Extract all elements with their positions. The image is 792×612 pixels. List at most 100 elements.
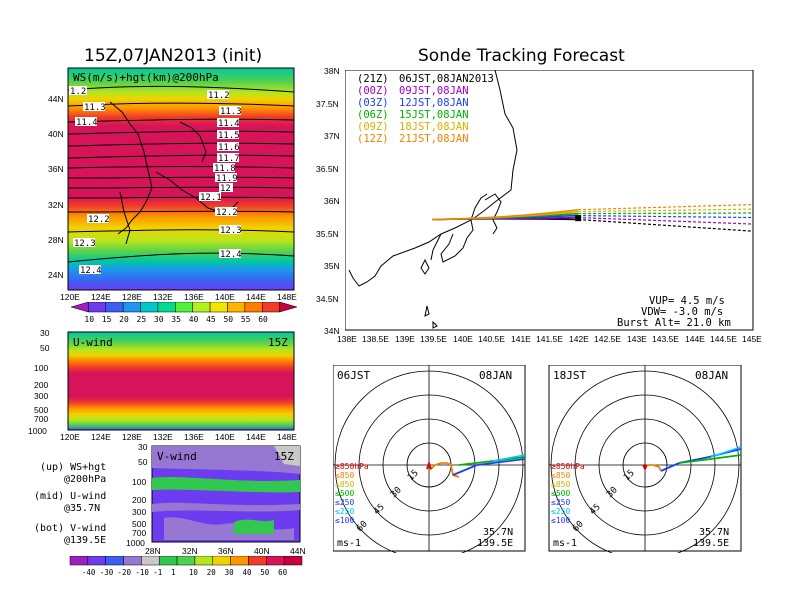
xtick: 32N [182, 546, 198, 556]
svg-text:11.8: 11.8 [214, 164, 236, 174]
ytick: 37.5N [316, 99, 339, 109]
xtick: 136E [184, 292, 204, 302]
ytick: 35.5N [316, 229, 339, 239]
ytick: 32N [48, 200, 64, 210]
xtick: 144E [685, 334, 705, 344]
burst-text: Burst Alt= 21.0 km [617, 317, 731, 329]
legend-note-bot: (bot) V-wind [34, 523, 107, 534]
svg-text:12.2: 12.2 [88, 215, 110, 225]
colorbar-swatch [227, 302, 246, 313]
ytick: 1000 [126, 538, 145, 548]
colorbar-swatch [157, 302, 176, 313]
track-descent [578, 203, 754, 211]
colorbar-swatch [176, 556, 196, 566]
xtick: 132E [153, 292, 173, 302]
colorbar-label: 25 [137, 315, 147, 324]
colorbar-swatch [248, 556, 267, 566]
hodo2-date: 08JAN [695, 369, 728, 382]
colorbar-label: 10 [84, 315, 94, 324]
svg-text:≤850: ≤850 [335, 471, 354, 480]
hodograph-panels: 06JST 08JAN 35.7N 139.5E ms-1 15 30 45 6… [333, 365, 742, 553]
ytick: 44N [48, 94, 64, 104]
colorbar-swatch [140, 302, 159, 313]
xtick: 142E [569, 334, 589, 344]
xtick: 40N [254, 546, 270, 556]
ytick: 50 [138, 457, 148, 467]
svg-text:≤250: ≤250 [551, 498, 570, 507]
vdw-text: VDW= -3.0 m/s [641, 306, 723, 318]
svg-text:11.9: 11.9 [216, 174, 238, 184]
legend-code-06z: (06Z) [357, 109, 389, 121]
svg-text:≤250: ≤250 [335, 498, 354, 507]
xtick: 139.5E [420, 334, 447, 344]
ytick: 300 [34, 391, 49, 401]
colorbar-label: 30 [225, 568, 235, 577]
xtick: 145E [742, 334, 762, 344]
ytick: 500 [132, 519, 147, 529]
xtick: 143E [627, 334, 647, 344]
burst-marker [575, 215, 582, 222]
ytick: 28N [48, 235, 64, 245]
ytick: 38N [324, 66, 340, 76]
colorbar-label: -1 [153, 568, 162, 577]
track-descent [578, 216, 754, 225]
colorbar-swatch [87, 556, 106, 566]
colorbar-label: 60 [258, 315, 268, 324]
svg-text:≤100: ≤100 [335, 516, 354, 525]
colorbar-swatch [279, 302, 298, 313]
legend-note-mid: (mid) U-wind [34, 491, 107, 502]
ytick: 1000 [28, 426, 47, 436]
track-legend: (21Z) 06JST,08JAN2013 (00Z) 09JST,08JAN … [357, 73, 494, 145]
ytick: 37N [324, 131, 340, 141]
xtick: 124E [91, 432, 111, 442]
hodo2-level-legend: ≥850hPa ≤850 ≤850 ≤500 ≤250 ≤250 ≤100 [551, 462, 585, 525]
colorbar-label: 55 [241, 315, 251, 324]
svg-text:11.3: 11.3 [220, 107, 242, 117]
legend-time-09z: 18JST,08JAN [399, 121, 469, 133]
colorbar-swatch [123, 556, 142, 566]
hodo1-level-legend: ≥850hPa ≤850 ≤850 ≤500 ≤250 ≤250 ≤100 [335, 462, 369, 525]
xtick: 144.5E [710, 334, 737, 344]
hodograph-06jst: 06JST 08JAN 35.7N 139.5E ms-1 15 30 45 6… [333, 365, 526, 553]
xtick: 144E [246, 432, 266, 442]
colorbar-label: 20 [207, 568, 217, 577]
xtick: 120E [60, 292, 80, 302]
colorbar-label: 35 [171, 315, 181, 324]
colorbar-label: -40 [82, 568, 96, 577]
svg-text:≥850hPa: ≥850hPa [551, 462, 585, 471]
hodo2-lon: 139.5E [693, 538, 729, 549]
xtick: 138.5E [362, 334, 389, 344]
legend-code-09z: (09Z) [357, 121, 389, 133]
svg-text:≤500: ≤500 [335, 489, 354, 498]
ytick: 300 [132, 507, 147, 517]
colorbar-label: 10 [189, 568, 199, 577]
ytick: 36N [324, 196, 340, 206]
legend-time-00z: 09JST,08JAN [399, 85, 469, 97]
sonde-tracks [432, 203, 754, 232]
ytick: 24N [48, 270, 64, 280]
windspeed-colorbar: 10 15 20 25 30 35 40 45 50 55 60 [70, 302, 298, 324]
ytick: 100 [34, 363, 49, 373]
svg-text:12.1: 12.1 [200, 193, 222, 203]
colorbar-label: 45 [206, 315, 216, 324]
colorbar-label: 50 [260, 568, 270, 577]
svg-text:≤250: ≤250 [335, 507, 354, 516]
xtick: 140E [453, 334, 473, 344]
height-contours [67, 85, 295, 263]
legend-code-03z: (03Z) [357, 97, 389, 109]
xtick: 28N [145, 546, 161, 556]
xtick: 132E [153, 432, 173, 442]
ytick: 34.5N [316, 294, 339, 304]
svg-text:11.5: 11.5 [218, 131, 240, 141]
hodo1-date: 08JAN [479, 369, 512, 382]
ytick: 100 [132, 477, 147, 487]
ytick: 35N [324, 261, 340, 271]
svg-text:≤850: ≤850 [551, 471, 570, 480]
colorbar-swatch [105, 302, 124, 313]
u-wind-label: U-wind [73, 336, 113, 349]
ytick: 36N [48, 164, 64, 174]
colorbar-swatch [175, 302, 193, 313]
svg-text:≤500: ≤500 [551, 489, 570, 498]
svg-text:11.4: 11.4 [76, 118, 98, 128]
track-map-panel: (21Z) 06JST,08JAN2013 (00Z) 09JST,08JAN … [345, 70, 754, 331]
